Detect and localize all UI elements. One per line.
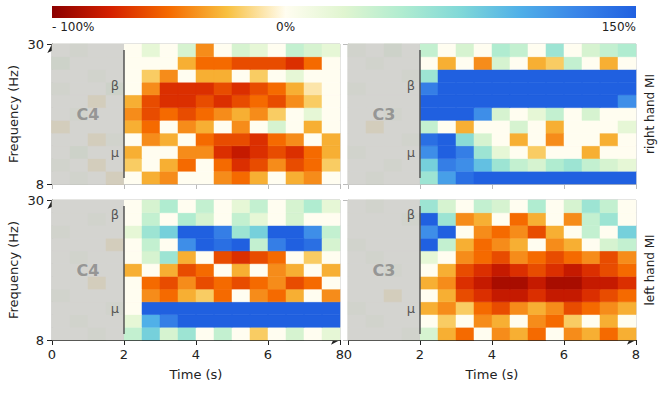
svg-text:0: 0 — [344, 347, 352, 362]
svg-text:150%: 150% — [602, 20, 636, 34]
svg-text:Frequency (Hz): Frequency (Hz) — [6, 65, 21, 163]
svg-text:β: β — [407, 78, 415, 93]
svg-text:8: 8 — [335, 347, 345, 362]
svg-text:8: 8 — [36, 333, 44, 348]
svg-text:- 100%: - 100% — [52, 20, 94, 34]
svg-text:β: β — [111, 78, 119, 93]
svg-text:Frequency (Hz): Frequency (Hz) — [6, 221, 21, 319]
svg-text:30: 30 — [27, 37, 44, 52]
svg-text:4: 4 — [192, 347, 200, 362]
svg-text:C3: C3 — [373, 261, 396, 280]
svg-text:μ: μ — [111, 145, 119, 160]
svg-text:C4: C4 — [77, 105, 100, 124]
svg-text:6: 6 — [264, 347, 272, 362]
svg-text:C4: C4 — [77, 261, 100, 280]
svg-text:right hand MI: right hand MI — [643, 74, 657, 154]
svg-text:0: 0 — [48, 347, 56, 362]
svg-text:left hand MI: left hand MI — [643, 234, 657, 305]
svg-text:μ: μ — [111, 301, 119, 316]
svg-text:6: 6 — [560, 347, 568, 362]
svg-text:4: 4 — [488, 347, 496, 362]
svg-text:C3: C3 — [373, 105, 396, 124]
svg-text:0%: 0% — [276, 20, 295, 34]
svg-text:2: 2 — [416, 347, 424, 362]
svg-text:β: β — [407, 207, 415, 222]
svg-text:β: β — [111, 207, 119, 222]
svg-text:μ: μ — [407, 145, 415, 160]
svg-text:30: 30 — [27, 193, 44, 208]
svg-text:2: 2 — [120, 347, 128, 362]
svg-text:8: 8 — [36, 177, 44, 192]
svg-text:Time (s): Time (s) — [169, 367, 223, 382]
svg-text:μ: μ — [407, 301, 415, 316]
svg-text:8: 8 — [632, 347, 640, 362]
svg-text:Time (s): Time (s) — [465, 367, 519, 382]
